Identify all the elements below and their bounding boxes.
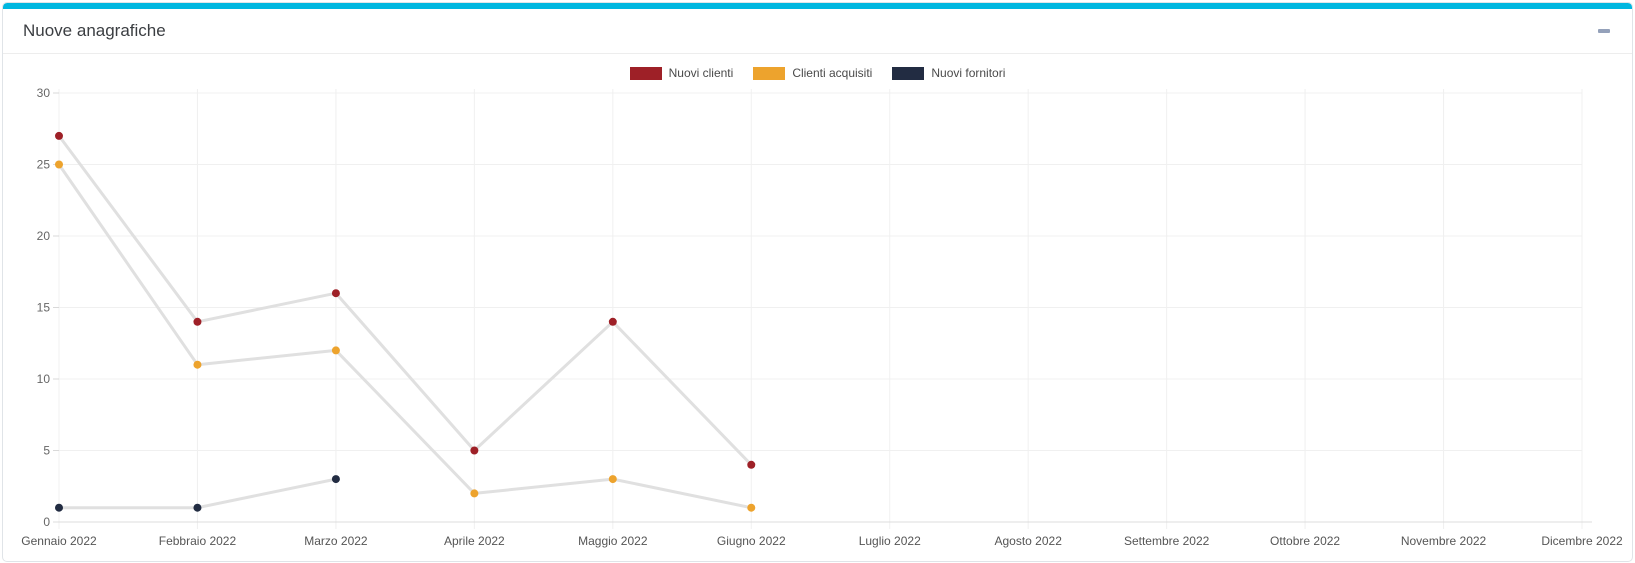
legend-swatch xyxy=(753,66,786,80)
y-axis-tick-label: 10 xyxy=(37,372,51,386)
x-axis-tick-label: Novembre 2022 xyxy=(1401,534,1487,548)
x-axis-tick-label: Ottobre 2022 xyxy=(1270,534,1340,548)
x-axis-tick-label: Luglio 2022 xyxy=(859,534,921,548)
accent-bar xyxy=(3,3,1632,9)
x-axis-tick-label: Maggio 2022 xyxy=(578,534,648,548)
x-axis-tick-label: Aprile 2022 xyxy=(444,534,505,548)
y-axis-tick-label: 25 xyxy=(37,158,51,172)
data-point-nuovi-fornitori[interactable] xyxy=(193,503,202,512)
data-point-clienti-acquisiti[interactable] xyxy=(608,475,617,484)
legend-item-3[interactable]: Nuovi fornitori xyxy=(892,66,1005,80)
card-header: Nuove anagrafiche xyxy=(3,9,1632,54)
line-chart[interactable]: 0 5 10 15 20 25 30 Gennaio 2022 Febbraio 2022 Mar… xyxy=(3,54,1632,561)
data-point-nuovi-clienti[interactable] xyxy=(470,446,479,455)
x-axis-tick-label: Giugno 2022 xyxy=(717,534,786,548)
y-axis-tick-label: 5 xyxy=(43,444,50,458)
collapse-button[interactable] xyxy=(1596,23,1612,39)
data-point-nuovi-clienti[interactable] xyxy=(608,317,617,326)
legend-label: Nuovi clienti xyxy=(668,66,734,80)
legend-swatch xyxy=(629,66,662,80)
legend-item-1[interactable]: Nuovi clienti xyxy=(629,66,734,80)
data-point-nuovi-clienti[interactable] xyxy=(747,460,756,469)
x-axis-tick-label: Febbraio 2022 xyxy=(159,534,237,548)
x-axis-tick-label: Marzo 2022 xyxy=(304,534,368,548)
legend-item-2[interactable]: Clienti acquisiti xyxy=(753,66,872,80)
x-axis-tick-label: Gennaio 2022 xyxy=(21,534,97,548)
y-axis-tick-label: 30 xyxy=(37,86,51,100)
y-axis-tick-label: 0 xyxy=(43,515,50,529)
series-line-2 xyxy=(57,163,752,510)
x-axis-tick-label: Agosto 2022 xyxy=(994,534,1062,548)
y-axis-tick-label: 15 xyxy=(37,301,51,315)
data-point-clienti-acquisiti[interactable] xyxy=(470,489,479,498)
data-point-nuovi-fornitori[interactable] xyxy=(331,475,340,484)
data-point-nuovi-fornitori[interactable] xyxy=(55,503,63,512)
data-point-clienti-acquisiti[interactable] xyxy=(747,503,756,512)
data-point-clienti-acquisiti[interactable] xyxy=(331,346,340,355)
legend-label: Clienti acquisiti xyxy=(792,66,873,80)
minus-icon xyxy=(1598,29,1610,33)
y-axis-tick-label: 20 xyxy=(37,229,51,243)
page-title: Nuove anagrafiche xyxy=(23,21,166,40)
data-point-nuovi-clienti[interactable] xyxy=(331,289,340,298)
legend-swatch xyxy=(892,66,925,80)
chart-legend: Nuovi clienti Clienti acquisiti Nuovi forn… xyxy=(3,66,1632,80)
data-point-clienti-acquisiti[interactable] xyxy=(55,160,63,169)
data-point-clienti-acquisiti[interactable] xyxy=(193,360,202,369)
x-axis-tick-label: Dicembre 2022 xyxy=(1541,534,1623,548)
data-point-nuovi-clienti[interactable] xyxy=(55,131,63,140)
data-point-nuovi-clienti[interactable] xyxy=(193,317,202,326)
chart-body: Nuovi clienti Clienti acquisiti Nuovi forn… xyxy=(3,54,1632,561)
series-line-1 xyxy=(57,135,753,466)
legend-label: Nuovi fornitori xyxy=(931,66,1006,80)
x-axis-tick-label: Settembre 2022 xyxy=(1124,534,1210,548)
